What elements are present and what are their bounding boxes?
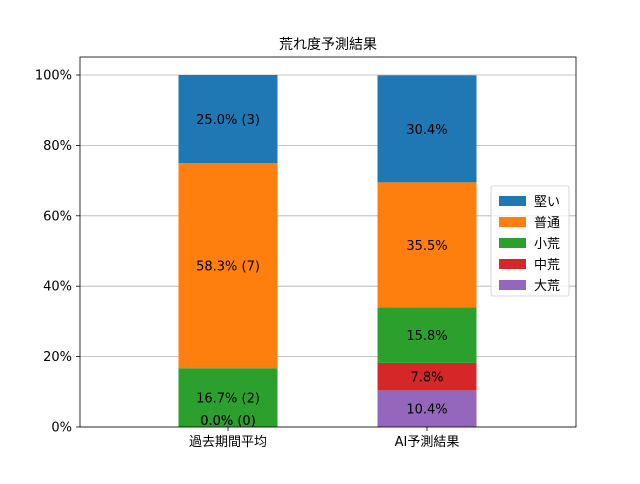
legend-swatch — [499, 238, 526, 248]
bar-segment — [377, 362, 477, 391]
bar-data-label: 10.4% — [406, 403, 447, 418]
legend-swatch — [499, 259, 526, 269]
bar-data-label: 25.0% (3) — [196, 113, 260, 128]
bar-segment — [178, 75, 278, 163]
zero-value-label: 0.0% (0) — [200, 414, 256, 429]
y-tick-label: 100% — [35, 69, 72, 84]
ticks-layer: 0% 20% 40% 60% 80% 100% 過去期間平均 AI予測結果 — [35, 69, 460, 451]
x-tick-label: AI予測結果 — [395, 435, 460, 450]
bar-segment — [377, 75, 477, 183]
legend-label: 大荒 — [534, 279, 560, 294]
bars-layer — [178, 75, 477, 427]
bar-data-label: 30.4% — [406, 123, 447, 138]
legend-swatch — [499, 217, 526, 227]
bar-segment — [178, 163, 278, 369]
legend-label: 堅い — [534, 195, 560, 210]
legend-swatch — [499, 280, 526, 290]
bar-segment — [377, 182, 477, 308]
axes-frame — [79, 56, 577, 428]
bar-segment — [377, 307, 477, 363]
legend-label: 小荒 — [534, 237, 560, 252]
bar-data-label: 58.3% (7) — [196, 260, 260, 275]
legend-swatch — [499, 196, 526, 206]
y-tick-label: 40% — [43, 280, 72, 295]
bar-labels-layer: 10.4% 7.8% 16.7% (2) 15.8% 58.3% (7) 35.5% 25.… — [196, 113, 448, 429]
y-tick-label: 0% — [51, 421, 72, 436]
x-tick-label: 過去期間平均 — [189, 435, 267, 450]
y-tick-label: 60% — [43, 209, 72, 224]
chart-title: 荒れ度予測結果 — [279, 37, 377, 53]
bar-data-label: 7.8% — [410, 371, 443, 386]
zero-value-label: 0.0% (0) — [200, 414, 256, 429]
legend-label: 中荒 — [534, 258, 560, 273]
legend-label: 普通 — [534, 216, 560, 231]
bar-data-label: 15.8% — [406, 329, 447, 344]
bar-segment — [377, 390, 477, 427]
y-tick-label: 80% — [43, 139, 72, 154]
bar-segment — [178, 368, 278, 427]
bar-data-label: 35.5% — [406, 239, 447, 254]
bar-data-label: 16.7% (2) — [196, 392, 260, 407]
y-tick-label: 20% — [43, 350, 72, 365]
